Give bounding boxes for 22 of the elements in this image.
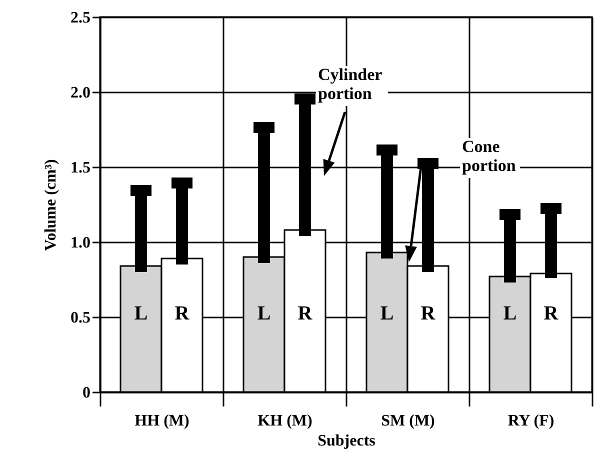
y-tick-label: 0.5 [70,310,90,326]
y-tick-label: 2.5 [70,10,90,26]
series-label: R [298,302,313,324]
text: L [503,302,517,324]
text: R [420,302,436,324]
text: R [544,302,558,324]
text: L [134,302,148,324]
x-tick-label: RY (F) [508,412,554,430]
series-label: L [257,302,271,324]
x-tick-label: HH (M) [134,412,190,430]
x-axis-title: Subjects [318,432,376,450]
y-tick-label: 1.5 [70,160,90,176]
y-axis-title: Volume (cm³) [42,159,60,251]
text: L [380,302,394,324]
y-tick-label: 2.0 [70,84,90,102]
annotation: Cone portion [462,137,516,175]
x-tick-label: KH (M) [258,412,312,430]
y-tick-label: 0 [82,384,90,402]
y-tick-label: 1.0 [70,234,90,252]
text: R [174,302,190,324]
x-tick-label: SM (M) [381,412,435,430]
annotation: Cylinder portion [318,65,383,103]
